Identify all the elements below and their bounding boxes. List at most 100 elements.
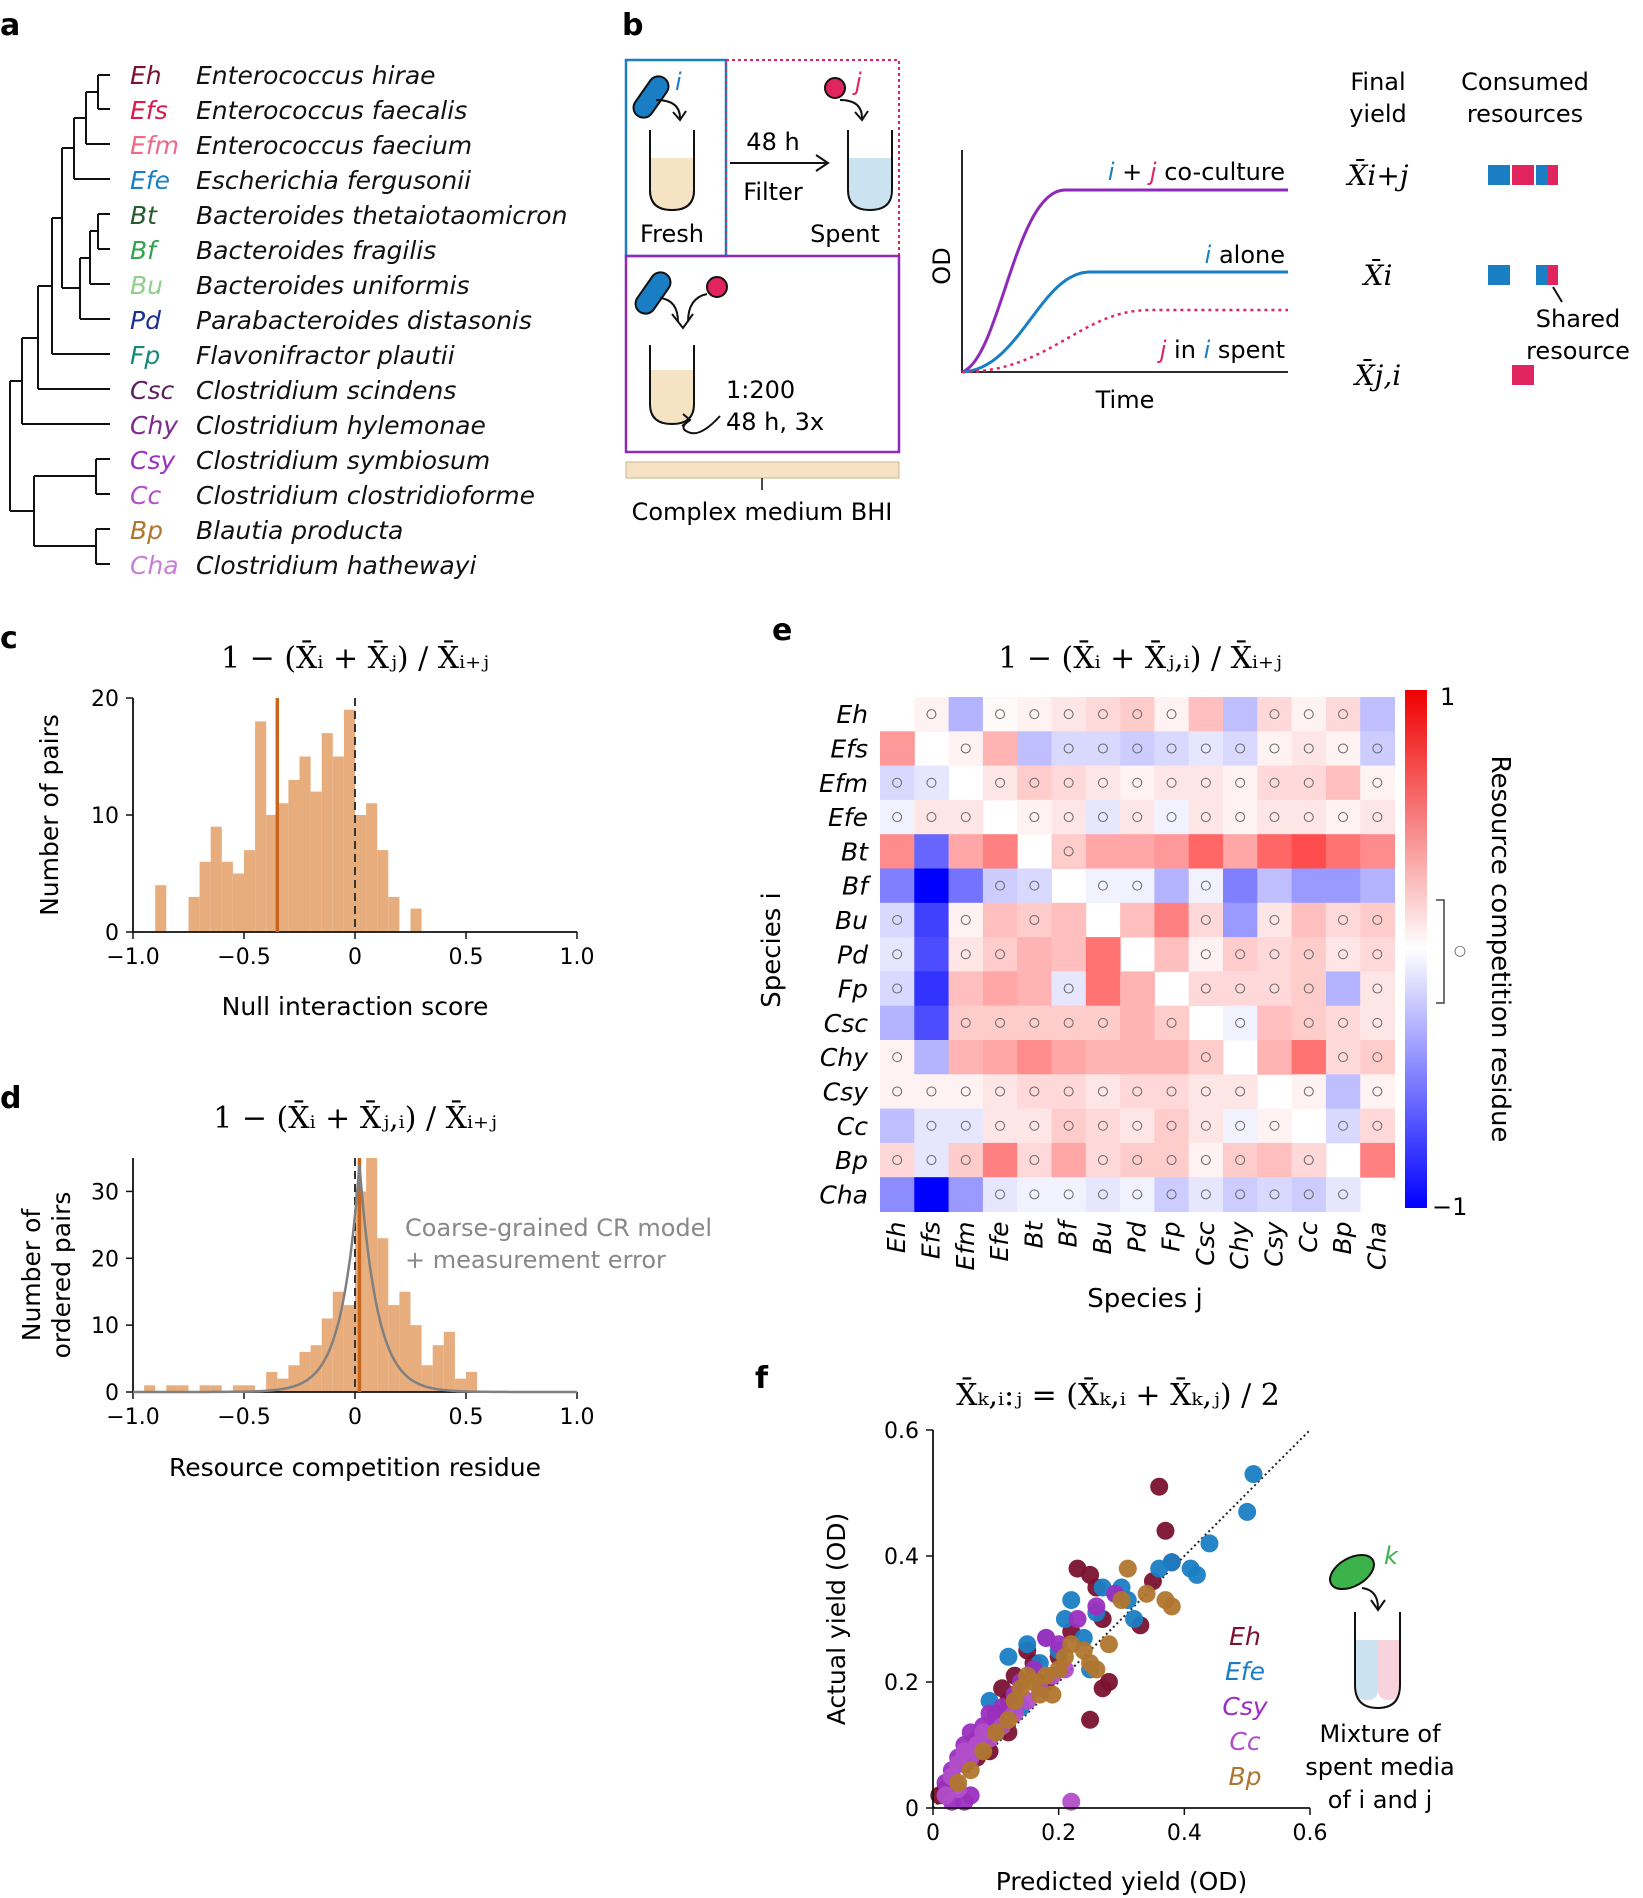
histogram-bar <box>443 1331 455 1392</box>
heatmap-cell <box>1051 902 1087 938</box>
scatter-point-bp <box>1162 1597 1181 1616</box>
x-tick-label: 1.0 <box>560 945 595 970</box>
insignificant-marker <box>960 812 971 823</box>
heatmap-cell <box>1120 799 1155 835</box>
heatmap-cell <box>1188 1108 1224 1144</box>
insignificant-marker <box>1303 777 1314 788</box>
yield-ij: X̄i+j <box>1345 158 1408 192</box>
consumed-header: Consumed <box>1461 68 1589 96</box>
insignificant-marker <box>1338 812 1349 823</box>
species-name-cc: Clostridium clostridioforme <box>196 481 535 510</box>
insignificant-marker <box>1303 1086 1314 1097</box>
insignificant-marker <box>1303 1189 1314 1200</box>
insignificant-marker <box>1372 983 1383 994</box>
heatmap-cell <box>1257 1040 1293 1075</box>
heatmap-cell <box>1223 731 1258 767</box>
species-name-csy: Clostridium symbiosum <box>196 446 490 475</box>
heatmap-row-label: Chy <box>820 1043 869 1072</box>
x-axis-label: Null interaction score <box>222 992 489 1021</box>
insignificant-marker <box>1132 743 1143 754</box>
heatmap-cell <box>982 731 1018 767</box>
heatmap-cell <box>1017 1177 1052 1212</box>
heatmap-cell <box>1257 834 1293 869</box>
heatmap-cell <box>914 902 950 938</box>
heatmap-row-label: Csc <box>824 1009 868 1038</box>
insignificant-marker <box>1029 1017 1040 1028</box>
heatmap-cell <box>1325 1177 1361 1212</box>
x-tick-label: 0 <box>926 1821 940 1846</box>
heatmap-cell <box>914 834 950 869</box>
heatmap-cell <box>1120 765 1155 801</box>
heatmap-col-label: Bf <box>1054 1218 1083 1247</box>
histogram-d: −1.0 −0.5 0 0.5 1.0 0 10 20 30 Resource competiti… <box>17 1158 595 1482</box>
species-abbr-pd: Pd <box>130 306 161 335</box>
time-48h-label: 48 h <box>746 128 799 156</box>
insignificant-marker <box>926 812 937 823</box>
spent-label: Spent <box>810 220 880 248</box>
scatter-point-bp <box>974 1742 993 1761</box>
heatmap-cell <box>1223 1074 1258 1110</box>
heatmap-cell <box>948 1074 984 1110</box>
spent-curve <box>961 308 1288 374</box>
insignificant-marker <box>1200 812 1211 823</box>
heatmap-cell <box>1017 1108 1052 1144</box>
y-tick-label: 0.2 <box>884 1671 919 1696</box>
coculture-curve-label: i + j co-culture <box>1108 158 1285 186</box>
heatmap-cell <box>948 731 984 767</box>
heatmap-cell <box>1360 731 1395 767</box>
insignificant-marker <box>995 777 1006 788</box>
heatmap-cell <box>1051 1142 1087 1178</box>
model-curve <box>133 1164 577 1394</box>
heatmap-cell <box>1291 799 1327 835</box>
label-i: i <box>675 68 682 96</box>
heatmap-cell <box>1017 731 1052 767</box>
heatmap-cell <box>1051 765 1087 801</box>
heatmap-cell <box>1085 1005 1121 1041</box>
heatmap-cell <box>1291 1005 1327 1041</box>
insignificant-marker <box>1338 1052 1349 1063</box>
fresh-tube-icon <box>650 158 694 210</box>
insignificant-marker <box>1166 812 1177 823</box>
insignificant-marker <box>1132 880 1143 891</box>
yield-ji: X̄j,i <box>1353 358 1401 392</box>
medium-bar <box>625 461 900 479</box>
x-tick-label: −1.0 <box>106 945 159 970</box>
insignificant-marker <box>1132 1155 1143 1166</box>
scatter-point-efe <box>1238 1502 1257 1521</box>
legend-entry-efe: Efe <box>1225 1657 1265 1686</box>
experiment-schematic: i Fresh 48 h Filter j Spent 1:200 48 h, … <box>624 58 901 526</box>
scatter-point-efe <box>1162 1553 1181 1572</box>
alone-curve-label: i alone <box>1205 241 1285 269</box>
bacterium-i-icon <box>634 271 672 315</box>
heatmap-cell <box>1257 868 1293 904</box>
heatmap-col-label: Efm <box>951 1222 980 1271</box>
species-abbr-bu: Bu <box>130 271 163 300</box>
final-yield-header: Final <box>1350 68 1405 96</box>
species-name-csc: Clostridium scindens <box>196 376 456 405</box>
insignificant-marker <box>995 949 1006 960</box>
heatmap-cell <box>880 1074 915 1110</box>
histogram-bar <box>410 908 422 932</box>
histogram-bar <box>343 709 355 932</box>
heatmap-cell <box>1154 902 1190 938</box>
heatmap-cell <box>1154 765 1190 801</box>
histogram-bar <box>155 885 167 932</box>
mixture-schematic: k Mixture of spent media of i and j <box>1305 1542 1455 1814</box>
heatmap-cell <box>1188 834 1224 869</box>
insignificant-marker <box>1235 1155 1246 1166</box>
mixture-label-2: spent media <box>1305 1753 1455 1781</box>
insignificant-marker <box>1338 1120 1349 1131</box>
x-tick-label: 1.0 <box>560 1405 595 1430</box>
growth-curve-plot: OD Time i + j co-culture i alone j in i … <box>928 150 1288 414</box>
arrow-right-icon <box>815 154 830 172</box>
label-k: k <box>1384 1542 1399 1570</box>
scatter-point-bp <box>961 1761 980 1780</box>
insignificant-marker <box>926 1155 937 1166</box>
y-tick-label: 0 <box>105 1381 119 1406</box>
coculture-box <box>624 254 901 454</box>
heatmap-cell <box>1120 971 1155 1007</box>
heatmap-cell <box>1223 834 1258 869</box>
scatter-point-eh <box>1150 1477 1169 1496</box>
histogram-bar <box>432 1345 444 1392</box>
insignificant-marker <box>1097 743 1108 754</box>
